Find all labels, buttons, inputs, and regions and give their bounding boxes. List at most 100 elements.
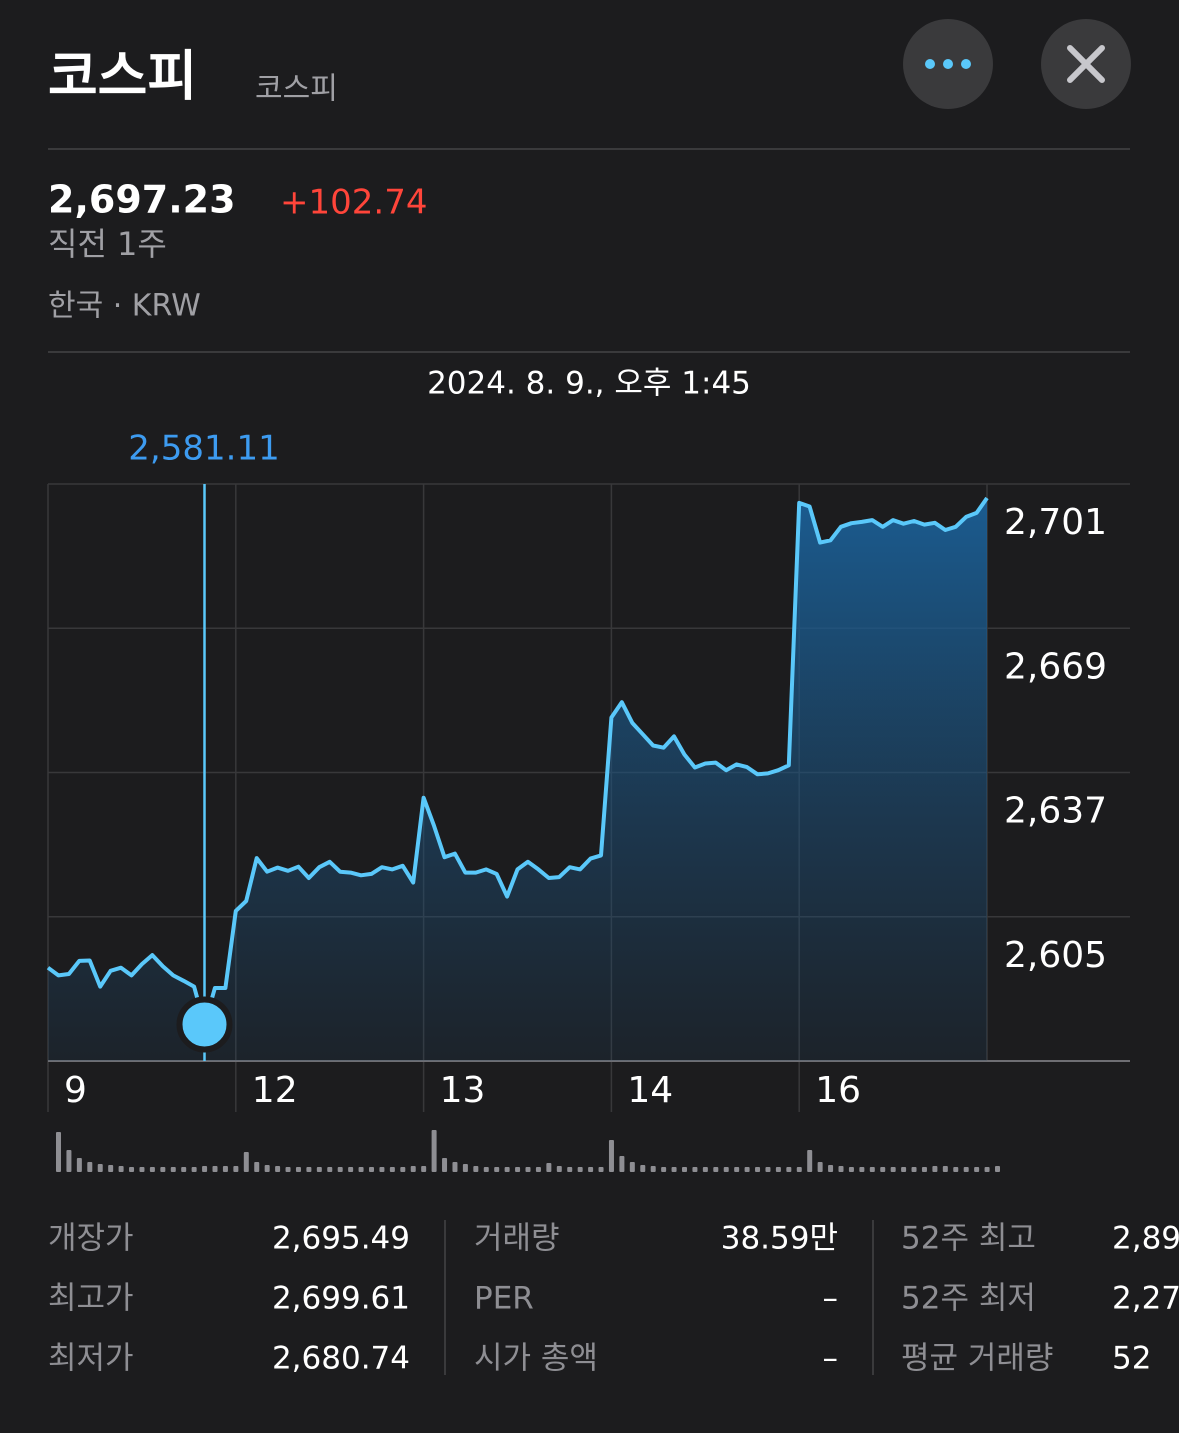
volume-bar — [515, 1167, 521, 1172]
volume-bar — [358, 1167, 364, 1172]
y-tick-label: 2,605 — [1004, 935, 1107, 976]
volume-bar — [462, 1164, 468, 1172]
volume-bar — [275, 1166, 281, 1172]
volume-bar — [202, 1166, 208, 1172]
stat-label: 52주 최저 — [901, 1281, 1036, 1317]
x-tick-label: 16 — [815, 1070, 861, 1111]
volume-bar — [191, 1167, 197, 1172]
volume-bar — [629, 1162, 635, 1172]
stat-label: 최고가 — [48, 1281, 134, 1317]
volume-bar — [650, 1166, 656, 1172]
volume-bar — [911, 1167, 917, 1172]
title: 코스피 — [48, 45, 197, 108]
stat-value: 38.59만 — [721, 1221, 838, 1257]
volume-bar — [619, 1156, 625, 1172]
stat-label: 평균 거래량 — [901, 1341, 1053, 1377]
volume-bar — [588, 1167, 594, 1172]
volume-bar — [556, 1166, 562, 1172]
volume-bar — [108, 1165, 114, 1172]
volume-bar — [598, 1167, 604, 1172]
volume-bar — [494, 1167, 500, 1172]
stat-label: 최저가 — [48, 1341, 134, 1377]
volume-bar — [608, 1140, 614, 1172]
volume-bar — [139, 1167, 145, 1172]
volume-bar — [337, 1167, 343, 1172]
stat-label: 52주 최고 — [901, 1221, 1036, 1257]
volume-bar — [285, 1167, 291, 1172]
volume-bar — [869, 1167, 875, 1172]
volume-bar — [66, 1150, 72, 1172]
volume-bar — [640, 1165, 646, 1172]
stat-label: PER — [474, 1281, 534, 1317]
volume-bar — [671, 1167, 677, 1172]
stat-value: 2,27 — [1112, 1281, 1179, 1317]
volume-bar — [546, 1163, 552, 1172]
volume-bar — [254, 1162, 260, 1172]
selected-date: 2024. 8. 9., 오후 1:45 — [427, 366, 751, 402]
volume-bar — [264, 1165, 270, 1172]
stat-label: 개장가 — [48, 1221, 134, 1257]
volume-bar — [901, 1167, 907, 1172]
volume-bar — [921, 1167, 927, 1172]
volume-bar — [97, 1164, 103, 1172]
cursor-dot — [176, 996, 233, 1053]
volume-bar — [577, 1167, 583, 1172]
volume-bar — [942, 1166, 948, 1172]
more-button[interactable] — [903, 19, 993, 109]
volume-bar — [149, 1167, 155, 1172]
x-tick-label: 12 — [252, 1070, 298, 1111]
volume-bar — [483, 1167, 489, 1172]
period: 직전 1주 — [48, 225, 167, 263]
volume-bar — [504, 1167, 510, 1172]
volume-bar — [713, 1167, 719, 1172]
price: 2,697.23 — [48, 178, 236, 222]
stat-value: 2,699.61 — [272, 1281, 410, 1317]
volume-bar — [118, 1166, 124, 1172]
x-tick-label: 9 — [64, 1070, 87, 1111]
volume-bar — [222, 1166, 228, 1172]
volume-bar — [181, 1167, 187, 1172]
volume-bar — [306, 1167, 312, 1172]
volume-bar — [661, 1167, 667, 1172]
market: 한국 · KRW — [48, 289, 201, 324]
volume-bar — [87, 1162, 93, 1172]
volume-bar — [828, 1165, 834, 1172]
volume-bar — [838, 1166, 844, 1172]
chart: 2,701 2,669 2,637 2,605 9 12 13 14 16 — [46, 483, 1130, 1172]
volume-bar — [389, 1167, 395, 1172]
volume-bar — [755, 1167, 761, 1172]
volume-bar — [369, 1167, 374, 1172]
volume-bar — [723, 1167, 729, 1172]
volume-bar — [212, 1166, 218, 1172]
volume-bar — [796, 1167, 802, 1172]
volume-bar — [400, 1167, 406, 1172]
volume-bar — [692, 1167, 698, 1172]
volume-bar — [890, 1167, 896, 1172]
subtitle: 코스피 — [255, 72, 338, 107]
volume-bar — [410, 1166, 416, 1172]
volume-bar — [880, 1167, 886, 1172]
volume-bar — [170, 1167, 176, 1172]
volume-bar — [379, 1167, 385, 1172]
stats: 개장가 2,695.49 최고가 2,699.61 최저가 2,680.74 거래량 38.5… — [48, 1220, 1179, 1377]
volume-bar — [786, 1167, 792, 1172]
volume-bar — [473, 1166, 479, 1172]
x-tick-label: 13 — [440, 1070, 486, 1111]
volume-bar — [129, 1167, 135, 1172]
volume-bar — [567, 1167, 573, 1172]
volume-bar — [535, 1167, 541, 1172]
volume-bar — [974, 1167, 980, 1172]
volume-bar — [295, 1167, 301, 1172]
stat-value: 2,695.49 — [272, 1221, 410, 1257]
volume-bar — [421, 1166, 427, 1172]
volume-bar — [243, 1152, 249, 1172]
volume-bar — [431, 1130, 437, 1172]
volume-bar — [859, 1167, 865, 1172]
stat-value: – — [823, 1341, 839, 1377]
volume-bar — [348, 1167, 354, 1172]
close-button[interactable] — [1041, 19, 1131, 109]
volume-bar — [442, 1158, 448, 1172]
volume-bar — [807, 1150, 813, 1172]
stat-value: 52 — [1112, 1341, 1151, 1377]
